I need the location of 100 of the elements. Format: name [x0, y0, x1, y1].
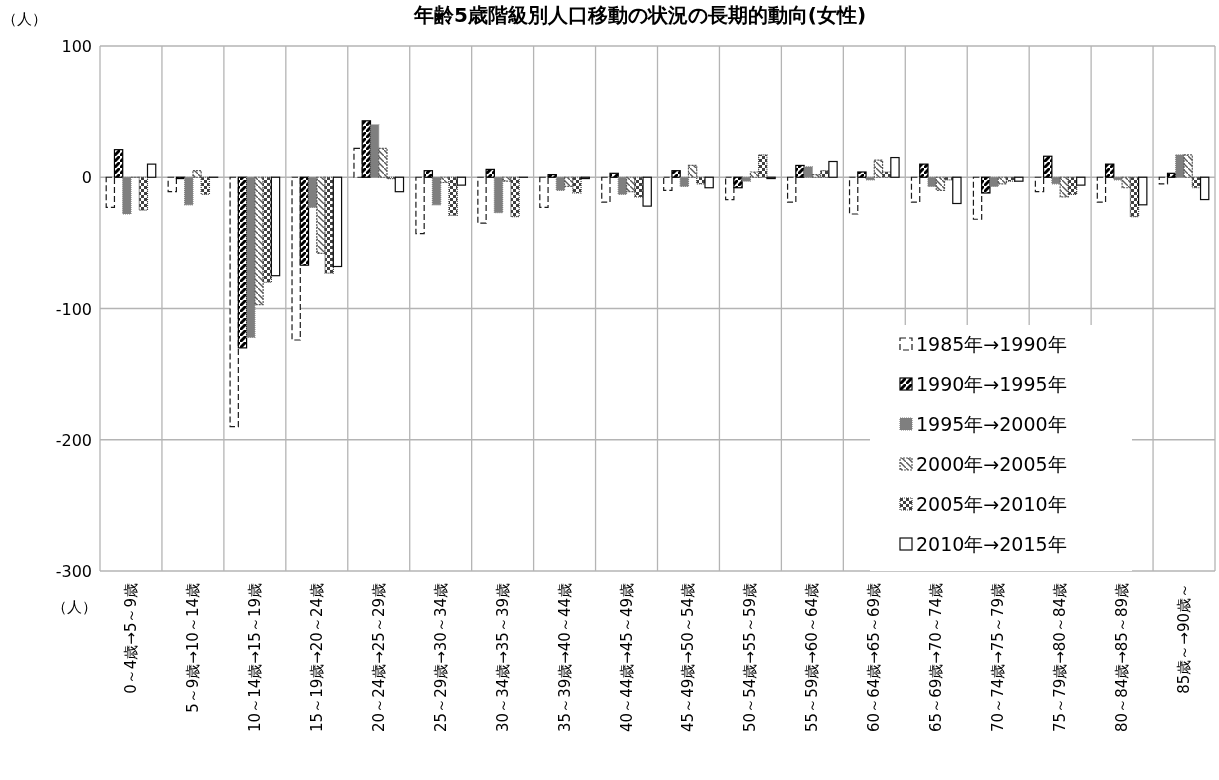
legend-label: 2010年→2015年 [916, 533, 1067, 555]
bar [972, 176, 983, 220]
bar [997, 176, 1008, 185]
bar [146, 163, 157, 178]
bar [448, 176, 458, 216]
bar [1158, 176, 1169, 185]
bar [122, 176, 132, 215]
bar [1138, 176, 1148, 206]
bar [758, 154, 768, 178]
bar [270, 176, 281, 277]
bar [456, 176, 467, 186]
bar [919, 163, 929, 178]
bar [547, 174, 557, 178]
bar [679, 176, 690, 188]
bar [927, 176, 937, 188]
bar [873, 159, 884, 178]
bar [1175, 154, 1185, 178]
bar [563, 176, 574, 188]
bar [431, 176, 442, 206]
y-tick-label: -200 [55, 430, 92, 450]
bar [1014, 176, 1024, 182]
bar [935, 176, 946, 191]
bar [848, 176, 859, 215]
bar [138, 176, 149, 211]
bar [423, 170, 434, 178]
bar [555, 176, 566, 191]
legend-label: 2005年→2010年 [916, 493, 1067, 515]
bar [663, 176, 673, 191]
x-tick-label: 0～4歳→5～9歳 [121, 583, 140, 694]
bar [811, 174, 822, 178]
bar [943, 176, 954, 181]
y-tick-label: -300 [55, 562, 92, 581]
bar [1043, 155, 1053, 178]
bar [687, 164, 698, 178]
bar [332, 176, 343, 268]
bar [1121, 176, 1131, 189]
x-tick-label: 55～59歳→60～64歳 [803, 583, 822, 732]
x-tick-label: 75～79歳→80～84歳 [1051, 583, 1070, 732]
bar [828, 160, 838, 178]
bar [262, 176, 272, 283]
bar [493, 176, 504, 214]
bar [1076, 176, 1086, 186]
bar [246, 176, 256, 338]
legend-label: 2000年→2005年 [916, 453, 1067, 475]
bar [642, 176, 652, 207]
bar [857, 171, 867, 178]
bar [378, 147, 388, 178]
bar [105, 176, 116, 209]
bar [192, 170, 202, 178]
bar [184, 176, 194, 206]
bar [749, 171, 760, 178]
x-tick-label: 10～14歳→15～19歳 [245, 583, 264, 732]
bar [200, 176, 211, 195]
bar [741, 176, 752, 182]
y-tick-label: 100 [61, 37, 92, 56]
bar [229, 176, 239, 428]
bar [1067, 176, 1078, 195]
bar [502, 176, 512, 182]
bar [539, 176, 549, 209]
bar [415, 176, 425, 235]
x-tick-label: 50～54歳→55～59歳 [741, 583, 760, 732]
x-tick-label: 85歳～→90歳～ [1175, 583, 1194, 694]
bar [803, 166, 813, 178]
bar [440, 176, 450, 184]
x-tick-label: 15～19歳→20～24歳 [307, 583, 326, 732]
bar [1096, 176, 1107, 203]
y-tick-label: -100 [55, 299, 92, 319]
bar [1113, 176, 1123, 181]
legend-label: 1990年→1995年 [916, 373, 1067, 395]
bar [510, 176, 520, 218]
chart-title: 年齢5歳階級別人口移動の状況の長期的動向(女性) [412, 3, 867, 27]
bar [369, 124, 380, 178]
bar [795, 164, 805, 178]
bar [299, 176, 310, 266]
bar [733, 176, 743, 189]
bar [394, 176, 405, 193]
bar [890, 156, 900, 178]
x-tick-label: 45～49歳→50～54歳 [679, 583, 698, 732]
y-tick-label: 0 [81, 168, 92, 188]
bar [625, 176, 636, 193]
legend-label: 1995年→2000年 [916, 413, 1067, 435]
x-tick-label: 20～24歳→25～29歳 [369, 583, 388, 732]
bar [952, 176, 962, 205]
bar [989, 176, 999, 188]
bar [725, 176, 735, 201]
x-tick-label: 70～74歳→75～79歳 [989, 583, 1008, 732]
bar [353, 147, 363, 178]
bar [1183, 154, 1193, 178]
bar [617, 176, 628, 195]
text: （人） [52, 598, 97, 616]
x-tick-label: 25～29歳→30～34歳 [431, 583, 450, 732]
bar [1059, 176, 1069, 198]
bar [485, 168, 495, 178]
bar [324, 176, 334, 274]
bar [254, 176, 264, 306]
bar [1191, 176, 1202, 189]
legend-label: 1985年→1990年 [916, 333, 1067, 355]
bar [1034, 176, 1045, 193]
bar [291, 176, 301, 341]
x-tick-label: 65～69歳→70～74歳 [927, 583, 946, 732]
